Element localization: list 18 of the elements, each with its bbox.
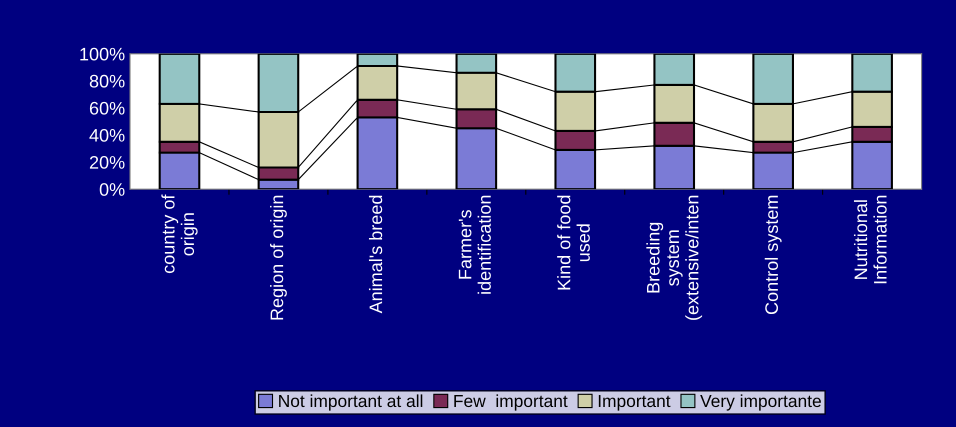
x-tick-label: Control system — [764, 196, 782, 314]
x-tick-label: Farmer's identification — [458, 196, 491, 294]
legend-label: Not important at all — [279, 394, 422, 411]
legend-label: Important — [598, 395, 670, 411]
y-tick-label: 0% — [100, 183, 125, 196]
x-tick-label: Nutritional Information — [854, 196, 887, 284]
y-tick-label: 60% — [90, 102, 125, 115]
x-tick-label: Animal's breed — [368, 196, 382, 314]
x-tick-label: country of origin — [161, 194, 198, 274]
legend-label: Very importante — [700, 394, 821, 411]
x-tick-label: Kind of food used — [557, 196, 590, 290]
x-tick-label: Breeding system (extensive/inten — [646, 196, 702, 320]
y-tick-label: 80% — [90, 74, 125, 88]
y-tick-label: 40% — [89, 128, 125, 142]
y-tick-label: 20% — [90, 156, 125, 169]
y-tick-label: 100% — [80, 48, 125, 61]
legend-label: Few important — [454, 394, 568, 411]
x-tick-label: Region of origin — [270, 196, 287, 320]
